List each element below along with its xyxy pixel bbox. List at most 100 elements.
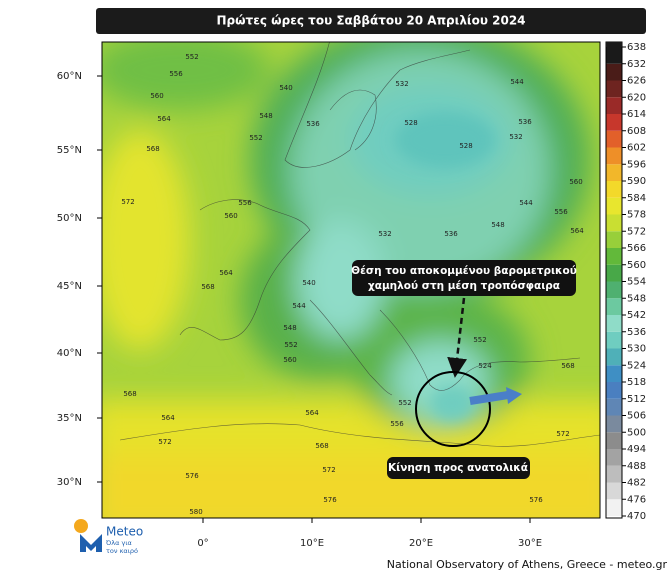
colorbar-label: 572: [627, 226, 646, 237]
colorbar-cap: [606, 42, 622, 47]
colorbar-label: 518: [627, 377, 646, 388]
colorbar-band: [606, 47, 622, 64]
colorbar: 470 476 482 488 494 500 506 512 518 524 530 536 542 5…: [605, 41, 646, 522]
colorbar-label: 476: [627, 494, 646, 505]
colorbar-label: 500: [627, 427, 646, 438]
colorbar-label: 470: [627, 511, 646, 522]
contour-label: 564: [570, 227, 584, 235]
colorbar-band: [606, 281, 622, 299]
contour-label: 524: [478, 362, 492, 370]
colorbar-band: [606, 147, 622, 165]
contour-label: 572: [556, 430, 569, 438]
credit: National Observatory of Athens, Greece -…: [387, 558, 668, 571]
colorbar-label: 530: [627, 344, 646, 355]
colorbar-band: [606, 114, 622, 131]
colorbar-band: [606, 248, 622, 265]
colorbar-band: [606, 449, 622, 466]
contour-label: 552: [249, 134, 262, 142]
contour-label: 552: [398, 399, 411, 407]
colorbar-band: [606, 315, 622, 332]
contour-label: 552: [284, 341, 297, 349]
colorbar-band: [606, 331, 622, 349]
contour-label: 556: [554, 208, 568, 216]
contour-label: 560: [283, 356, 296, 364]
contour-label: 552: [473, 336, 486, 344]
contour-label: 536: [306, 120, 320, 128]
map-field: [102, 42, 600, 518]
colorbar-band: [606, 348, 622, 366]
title: Πρώτες ώρες του Σαββάτου 20 Απριλίου 202…: [216, 14, 525, 28]
contour-label: 580: [189, 508, 202, 516]
contour-label: 548: [259, 112, 272, 120]
contour-label: 576: [529, 496, 543, 504]
logo-tagline: τον καιρό: [106, 547, 138, 555]
latitude-label: 35°N: [57, 413, 82, 424]
contour-label: 528: [404, 119, 417, 127]
pointer-arrow: [447, 297, 468, 378]
colorbar-label: 626: [627, 76, 646, 87]
contour-label: 564: [305, 409, 319, 417]
contour-label: 572: [322, 466, 335, 474]
contour-labels: 5525565605645685725405485525325285285365…: [121, 53, 584, 516]
latitude-label: 55°N: [57, 145, 82, 156]
contour-label: 532: [395, 80, 408, 88]
colorbar-label: 560: [627, 260, 646, 271]
logo-tagline: Όλα για: [105, 539, 132, 547]
colorbar-label: 602: [627, 143, 646, 154]
contour-label: 556: [390, 420, 404, 428]
longitude-label: 10°E: [300, 538, 324, 549]
colorbar-band: [606, 214, 622, 232]
colorbar-label: 578: [627, 210, 646, 221]
title-box: [96, 8, 646, 34]
contour-label: 544: [292, 302, 306, 310]
contour-label: 532: [509, 133, 522, 141]
colorbar-band: [606, 482, 622, 500]
movement-arrow: [469, 391, 509, 405]
annotation-box: [387, 457, 530, 479]
colorbar-label: 482: [627, 478, 646, 489]
contour-label: 548: [283, 324, 296, 332]
colorbar-label: 566: [627, 243, 646, 254]
colorbar-band: [606, 80, 622, 98]
colorbar-label: 536: [627, 327, 646, 338]
contour-label: 528: [459, 142, 472, 150]
colorbar-band: [606, 231, 622, 248]
colorbar-label: 554: [627, 277, 646, 288]
contour-label: 568: [201, 283, 214, 291]
contour-label: 568: [561, 362, 574, 370]
colorbar-label: 638: [627, 42, 646, 53]
colorbar-band: [606, 130, 622, 148]
contour-label: 560: [150, 92, 163, 100]
colorbar-label: 596: [627, 159, 646, 170]
graticule: 60°N 55°N 50°N 45°N 40°N 35°N 30°N 0° 10°E 20°E 30…: [57, 71, 542, 549]
colorbar-label: 632: [627, 59, 646, 70]
colorbar-band: [606, 499, 622, 516]
contour-label: 536: [518, 118, 532, 126]
annotation-text: χαμηλού στη μέση τροπόσφαιρα: [368, 280, 560, 292]
annotation-text: Θέση του αποκομμένου βαρομετρικού: [351, 265, 577, 277]
colorbar-band: [606, 398, 622, 416]
longitude-label: 30°E: [518, 538, 542, 549]
colorbar-label: 512: [627, 394, 646, 405]
contour-label: 560: [569, 178, 582, 186]
colorbar-label: 488: [627, 461, 646, 472]
colorbar-band: [606, 164, 622, 181]
contour-label: 572: [158, 438, 171, 446]
colorbar-label: 584: [627, 193, 646, 204]
low-circle: [415, 371, 491, 447]
contour-label: 564: [219, 269, 233, 277]
contour-label: 572: [121, 198, 134, 206]
colorbar-band: [606, 382, 622, 399]
colorbar-band: [606, 415, 622, 433]
colorbar-label: 524: [627, 360, 646, 371]
colorbar-label: 620: [627, 92, 646, 103]
contour-label: 568: [315, 442, 328, 450]
movement-arrow-head: [506, 387, 522, 404]
map-frame: [101, 41, 601, 519]
latitude-label: 45°N: [57, 281, 82, 292]
annotation-text: Κίνηση προς ανατολικά: [388, 462, 528, 474]
latitude-label: 60°N: [57, 71, 82, 82]
contour-label: 532: [378, 230, 391, 238]
contour-label: 556: [169, 70, 183, 78]
